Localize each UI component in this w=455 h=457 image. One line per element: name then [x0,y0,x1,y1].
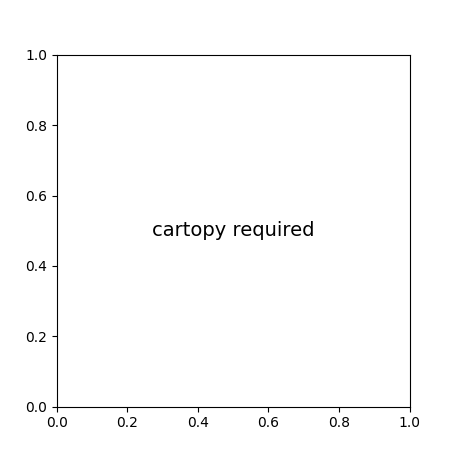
Text: cartopy required: cartopy required [152,221,314,240]
